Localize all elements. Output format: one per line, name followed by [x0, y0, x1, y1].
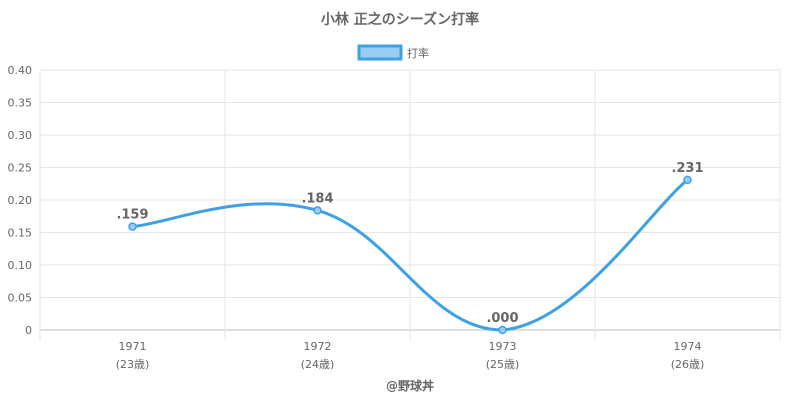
- x-tick-label: 1971: [119, 340, 147, 353]
- axes: 0 0.05 0.10 0.15 0.20 0.25 0.30 0.35 0.40 1971 (23…: [8, 64, 705, 371]
- y-tick-label: 0.10: [8, 259, 33, 272]
- y-tick-label: 0.35: [8, 97, 33, 110]
- data-label: .184: [301, 191, 333, 206]
- y-tick-label: 0: [25, 324, 32, 337]
- x-tick-sublabel: (23歳): [116, 358, 150, 371]
- series-line: [131, 178, 689, 332]
- y-tick-label: 0.40: [8, 64, 33, 77]
- x-tick-label: 1973: [489, 340, 517, 353]
- data-labels: .159 .184 .000 .231: [116, 161, 703, 326]
- data-point: [128, 222, 137, 231]
- legend-label: 打率: [407, 46, 429, 60]
- x-tick-sublabel: (25歳): [486, 358, 520, 371]
- data-point: [683, 175, 692, 185]
- x-tick-label: 1974: [674, 340, 702, 353]
- legend[interactable]: 打率: [357, 44, 429, 61]
- y-tick-label: 0.25: [8, 162, 33, 175]
- x-tick-sublabel: (24歳): [301, 358, 335, 371]
- data-label: .231: [671, 161, 703, 176]
- series-layer: [128, 175, 692, 335]
- y-tick-label: 0.15: [8, 227, 33, 240]
- y-tick-label: 0.05: [8, 292, 33, 305]
- credit-label: @野球丼: [386, 378, 434, 393]
- y-tick-label: 0.20: [8, 194, 33, 207]
- data-point: [313, 206, 322, 215]
- x-tick-sublabel: (26歳): [671, 358, 705, 371]
- data-point: [498, 325, 507, 335]
- chart-title: 小林 正之のシーズン打率: [321, 11, 479, 28]
- data-label: .000: [486, 311, 518, 326]
- legend-swatch: [357, 44, 403, 61]
- x-tick-label: 1972: [304, 340, 332, 353]
- grid: [39, 69, 781, 340]
- data-label: .159: [116, 208, 148, 223]
- y-tick-label: 0.30: [8, 129, 33, 142]
